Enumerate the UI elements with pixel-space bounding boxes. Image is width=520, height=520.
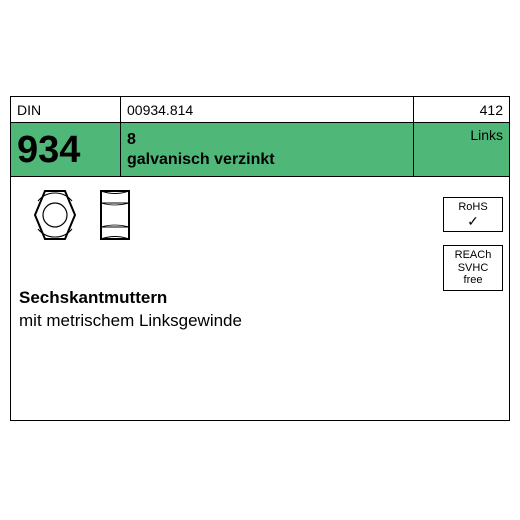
body-area: Sechskantmuttern mit metrischem Linksgew… [11, 177, 509, 420]
product-code: 00934.814 [121, 97, 414, 122]
reach-line1: REACh [446, 249, 500, 262]
reach-line2: SVHC [446, 262, 500, 275]
reach-line3: free [446, 274, 500, 287]
description-line1: Sechskantmuttern [19, 287, 242, 310]
finish: galvanisch verzinkt [127, 151, 413, 169]
description-line2: mit metrischem Linksgewinde [19, 310, 242, 333]
spec-card: DIN 00934.814 412 934 8 galvanisch verzi… [10, 96, 510, 421]
spec-cell: 8 galvanisch verzinkt [121, 123, 414, 176]
grade: 8 [127, 131, 413, 149]
standard-label: DIN [11, 97, 121, 122]
standard-number: 934 [11, 123, 121, 176]
rohs-badge: RoHS ✓ [443, 197, 503, 232]
description: Sechskantmuttern mit metrischem Linksgew… [19, 287, 242, 333]
thread-direction: Links [414, 123, 509, 176]
title-row: 934 8 galvanisch verzinkt Links [11, 123, 509, 177]
reach-badge: REACh SVHC free [443, 245, 503, 291]
rohs-label: RoHS [446, 201, 500, 214]
ref-number: 412 [414, 97, 509, 122]
hex-nut-diagram [19, 185, 149, 271]
header-row: DIN 00934.814 412 [11, 97, 509, 123]
check-icon: ✓ [446, 214, 500, 228]
